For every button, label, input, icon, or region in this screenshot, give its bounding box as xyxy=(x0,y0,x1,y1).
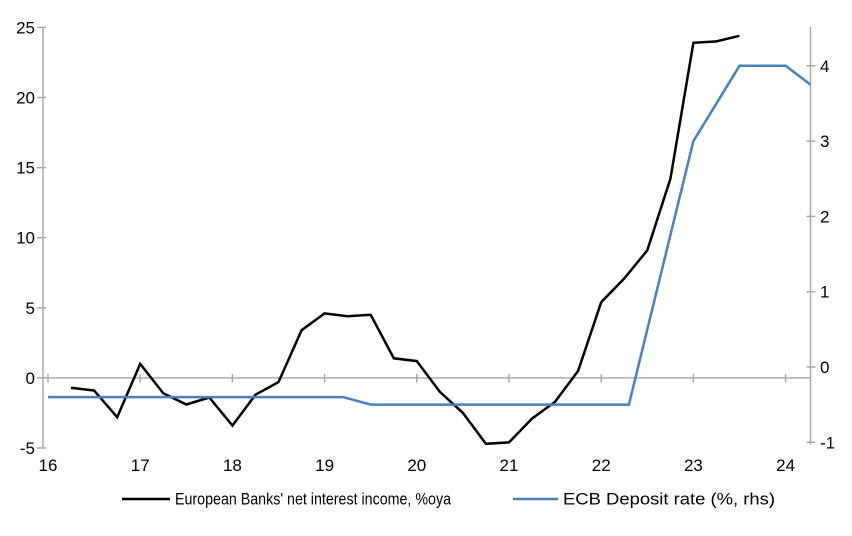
left-tick-label-0: 0 xyxy=(26,369,35,388)
left-tick-label--5: -5 xyxy=(20,439,35,458)
right-tick-label-1: 1 xyxy=(820,283,829,302)
left-tick-label-25: 25 xyxy=(16,18,35,37)
right-tick-label-0: 0 xyxy=(820,358,829,377)
right-tick-label--1: -1 xyxy=(820,433,835,452)
right-axis-ticks xyxy=(806,65,816,443)
right-tick-label-4: 4 xyxy=(820,57,829,76)
left-tick-label-20: 20 xyxy=(16,89,35,108)
x-tick-label-21: 21 xyxy=(500,456,519,475)
x-tick-label-17: 17 xyxy=(131,456,150,475)
x-tick-label-20: 20 xyxy=(407,456,426,475)
x-tick-label-22: 22 xyxy=(592,456,611,475)
left-axis-ticks xyxy=(37,26,46,449)
right-tick-label-2: 2 xyxy=(820,207,829,226)
x-axis-tick-labels: 16 17 18 19 20 21 22 23 24 xyxy=(39,456,796,475)
legend: European Banks' net interest income, %oy… xyxy=(122,490,775,509)
left-tick-label-15: 15 xyxy=(16,159,35,178)
left-tick-label-10: 10 xyxy=(16,229,35,248)
right-axis-tick-labels: -1 0 1 2 3 4 xyxy=(820,57,835,452)
x-tick-label-19: 19 xyxy=(315,456,334,475)
series-line-net-interest-income xyxy=(70,34,740,446)
x-tick-label-24: 24 xyxy=(776,456,795,475)
x-tick-label-18: 18 xyxy=(223,456,242,475)
legend-label-net-interest-income: European Banks' net interest income, %oy… xyxy=(175,490,451,509)
x-tick-label-23: 23 xyxy=(684,456,703,475)
x-tick-label-16: 16 xyxy=(39,456,58,475)
left-tick-label-5: 5 xyxy=(26,299,35,318)
legend-label-ecb-deposit-rate: ECB Deposit rate (%, rhs) xyxy=(563,490,775,509)
series-line-ecb-deposit-rate xyxy=(48,64,812,406)
right-tick-label-3: 3 xyxy=(820,132,829,151)
x-axis-ticks xyxy=(47,374,787,383)
left-axis-tick-labels: -5 0 5 10 15 20 25 xyxy=(16,18,35,458)
